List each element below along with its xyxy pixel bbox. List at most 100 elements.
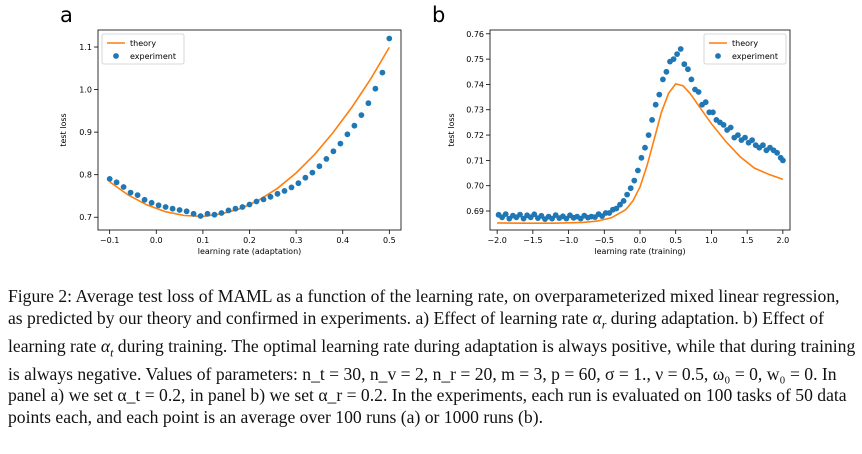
experiment-point	[702, 99, 709, 106]
alpha-r-value: α_r = 0.2	[318, 385, 383, 406]
x-tick-label: 0.5	[669, 236, 682, 245]
x-tick-label: 1.5	[741, 236, 754, 245]
experiment-point	[649, 117, 655, 123]
panel-b: b −2.0 −1.5 −1.0 −0.5 0.0 0.5 1.0 1.5 2.0 0.69 0.70…	[432, 3, 791, 256]
experiment-point	[232, 205, 239, 212]
x-tick-label: 0.5	[383, 236, 396, 245]
caption-text-2: during adaptation. b) Effect of learning…	[8, 307, 824, 356]
experiment-point	[106, 176, 113, 182]
legend-experiment-swatch	[113, 53, 119, 59]
x-tick-label: −0.1	[100, 236, 119, 245]
x-tick-label: 0.1	[197, 236, 210, 245]
x-tick-label: 0.3	[290, 236, 303, 245]
experiment-point	[239, 204, 246, 210]
y-tick-label: 0.70	[466, 182, 484, 191]
x-tick-label: 0.4	[336, 236, 349, 245]
y-axis-label: test loss	[59, 113, 68, 146]
experiment-point	[642, 144, 648, 151]
experiment-point	[656, 91, 663, 98]
experiment-point	[295, 180, 302, 187]
x-axis-label: learning rate (training)	[594, 247, 685, 256]
y-tick-label: 0.73	[466, 106, 484, 115]
experiment-point	[674, 51, 680, 57]
theory-line	[497, 82, 784, 224]
x-tick-label: −1.5	[523, 236, 542, 245]
experiment-point	[613, 205, 620, 212]
experiment-point	[141, 196, 148, 203]
experiment-point	[288, 184, 295, 191]
x-axis-label: learning rate (adaptation)	[198, 247, 302, 256]
experiment-point	[635, 167, 641, 174]
experiment-point	[148, 199, 155, 206]
legend-experiment-swatch	[715, 53, 721, 59]
experiment-point	[246, 201, 253, 208]
experiment-point	[631, 177, 638, 184]
experiment-point	[302, 174, 309, 181]
experiment-point	[351, 122, 358, 129]
experiment-point	[742, 134, 748, 141]
experiment-point	[176, 207, 183, 213]
experiment-point	[502, 211, 509, 218]
experiment-point	[204, 210, 211, 217]
experiment-point	[183, 208, 190, 215]
experiment-point	[517, 211, 523, 218]
caption-text-4: . In panel a) we set	[8, 363, 837, 406]
experiment-point	[358, 112, 365, 118]
experiment-point	[218, 210, 225, 216]
experiment-point	[120, 184, 127, 190]
y-axis-label: test loss	[447, 113, 456, 146]
y-tick-label: 1.1	[79, 43, 92, 52]
x-tick-label: −2.0	[487, 236, 506, 245]
y-tick-label: 1.0	[79, 86, 92, 95]
panel-label: b	[432, 3, 445, 27]
experiment-point	[309, 169, 316, 176]
caption-label: Figure 2:	[8, 286, 73, 306]
experiment-point	[681, 61, 688, 68]
experiment-point	[760, 142, 766, 149]
experiment-point	[695, 89, 702, 95]
panel-label: a	[60, 3, 73, 27]
x-tick-label: −1.0	[559, 236, 578, 245]
experiment-point	[780, 157, 786, 164]
y-tick-label: 0.74	[466, 80, 484, 89]
caption-text-5: , in panel b) we set	[181, 385, 319, 406]
experiment-point	[197, 213, 204, 219]
experiment-point	[531, 211, 538, 218]
experiment-point	[337, 140, 344, 147]
experiment-point	[727, 124, 734, 131]
alpha-t-value: α_t = 0.2	[117, 385, 182, 406]
experiment-point	[720, 122, 727, 128]
experiment-point	[386, 35, 393, 42]
experiment-point	[638, 154, 645, 161]
experiment-point	[774, 149, 780, 156]
legend-theory-label: theory	[732, 39, 758, 48]
y-tick-label: 0.72	[466, 131, 484, 140]
experiment-point	[225, 207, 232, 214]
experiment-point	[549, 215, 555, 222]
experiment-point	[281, 188, 288, 194]
caption-text-6: . In the experiments, each run is evalua…	[8, 385, 847, 427]
experiment-point	[685, 66, 691, 73]
experiment-point	[155, 202, 162, 209]
experiment-point	[749, 137, 755, 144]
experiment-point	[134, 192, 141, 199]
y-tick-label: 0.75	[466, 55, 484, 64]
experiment-point	[190, 210, 197, 217]
experiment-point	[660, 76, 666, 83]
y-tick-label: 0.71	[466, 156, 484, 165]
x-tick-label: 0.0	[634, 236, 647, 245]
parameter-values: n_t = 30, n_v = 2, n_r = 20, m = 3, p = …	[302, 363, 814, 384]
figure: a −0.1 0.0 0.1 0.2 0.3 0.4 0.5 0.7 0.8 0.9 1.0 1.1 le…	[59, 3, 791, 256]
experiment-point	[735, 132, 741, 139]
experiment-point	[316, 163, 323, 170]
panel-a: a −0.1 0.0 0.1 0.2 0.3 0.4 0.5 0.7 0.8 0.9 1.0 1.1 le…	[59, 3, 402, 256]
experiment-point	[330, 148, 337, 155]
legend-theory-label: theory	[130, 39, 156, 48]
figure-caption: Figure 2: Average test loss of MAML as a…	[8, 286, 858, 429]
experiment-point	[169, 205, 176, 212]
experiment-point	[267, 193, 274, 200]
alpha-t-symbol: αt	[100, 335, 114, 360]
legend-box	[101, 33, 185, 65]
legend-box	[703, 33, 787, 65]
y-tick-label: 0.7	[79, 213, 92, 222]
